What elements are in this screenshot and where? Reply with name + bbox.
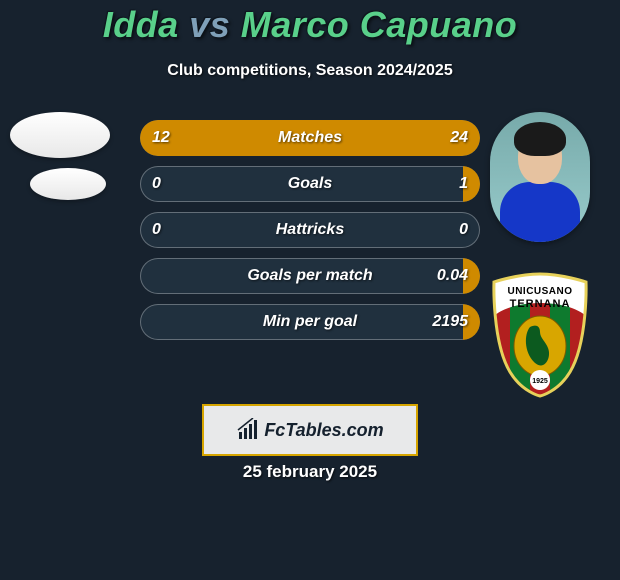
crest-year: 1925	[532, 378, 548, 385]
page-subtitle: Club competitions, Season 2024/2025	[0, 62, 620, 80]
watermark-text: FcTables.com	[264, 420, 383, 441]
stat-value-right: 0.04	[437, 267, 468, 285]
stat-row: Min per goal2195	[140, 304, 480, 340]
stat-label: Goals	[140, 175, 480, 193]
player2-club-crest: UNICUSANO TERNANA 1925	[490, 272, 590, 398]
player1-avatar-placeholder	[10, 112, 110, 158]
page-root: Idda vs Marco Capuano Club competitions,…	[0, 0, 620, 580]
stat-label: Matches	[140, 129, 480, 147]
stat-row: 0Goals1	[140, 166, 480, 202]
title-vs: vs	[179, 4, 241, 45]
stat-row: Goals per match0.04	[140, 258, 480, 294]
stat-value-right: 1	[459, 175, 468, 193]
stat-label: Goals per match	[140, 267, 480, 285]
crest-text-top: UNICUSANO	[507, 286, 572, 297]
title-player1: Idda	[103, 4, 179, 45]
left-column	[10, 112, 110, 210]
stat-label: Min per goal	[140, 313, 480, 331]
stat-value-right: 0	[459, 221, 468, 239]
stat-row: 12Matches24	[140, 120, 480, 156]
right-column: UNICUSANO TERNANA 1925	[490, 112, 620, 398]
page-title: Idda vs Marco Capuano	[0, 4, 620, 46]
stat-label: Hattricks	[140, 221, 480, 239]
player1-club-placeholder	[30, 168, 106, 200]
player2-avatar	[490, 112, 590, 242]
chart-icon	[236, 418, 260, 442]
stat-row: 0Hattricks0	[140, 212, 480, 248]
watermark: FcTables.com	[202, 404, 418, 456]
stat-value-right: 24	[450, 129, 468, 147]
crest-text-mid: TERNANA	[510, 298, 571, 310]
title-player2: Marco Capuano	[241, 4, 518, 45]
stats-table: 12Matches240Goals10Hattricks0Goals per m…	[140, 120, 480, 350]
stat-value-right: 2195	[432, 313, 468, 331]
footer-date: 25 february 2025	[0, 462, 620, 482]
